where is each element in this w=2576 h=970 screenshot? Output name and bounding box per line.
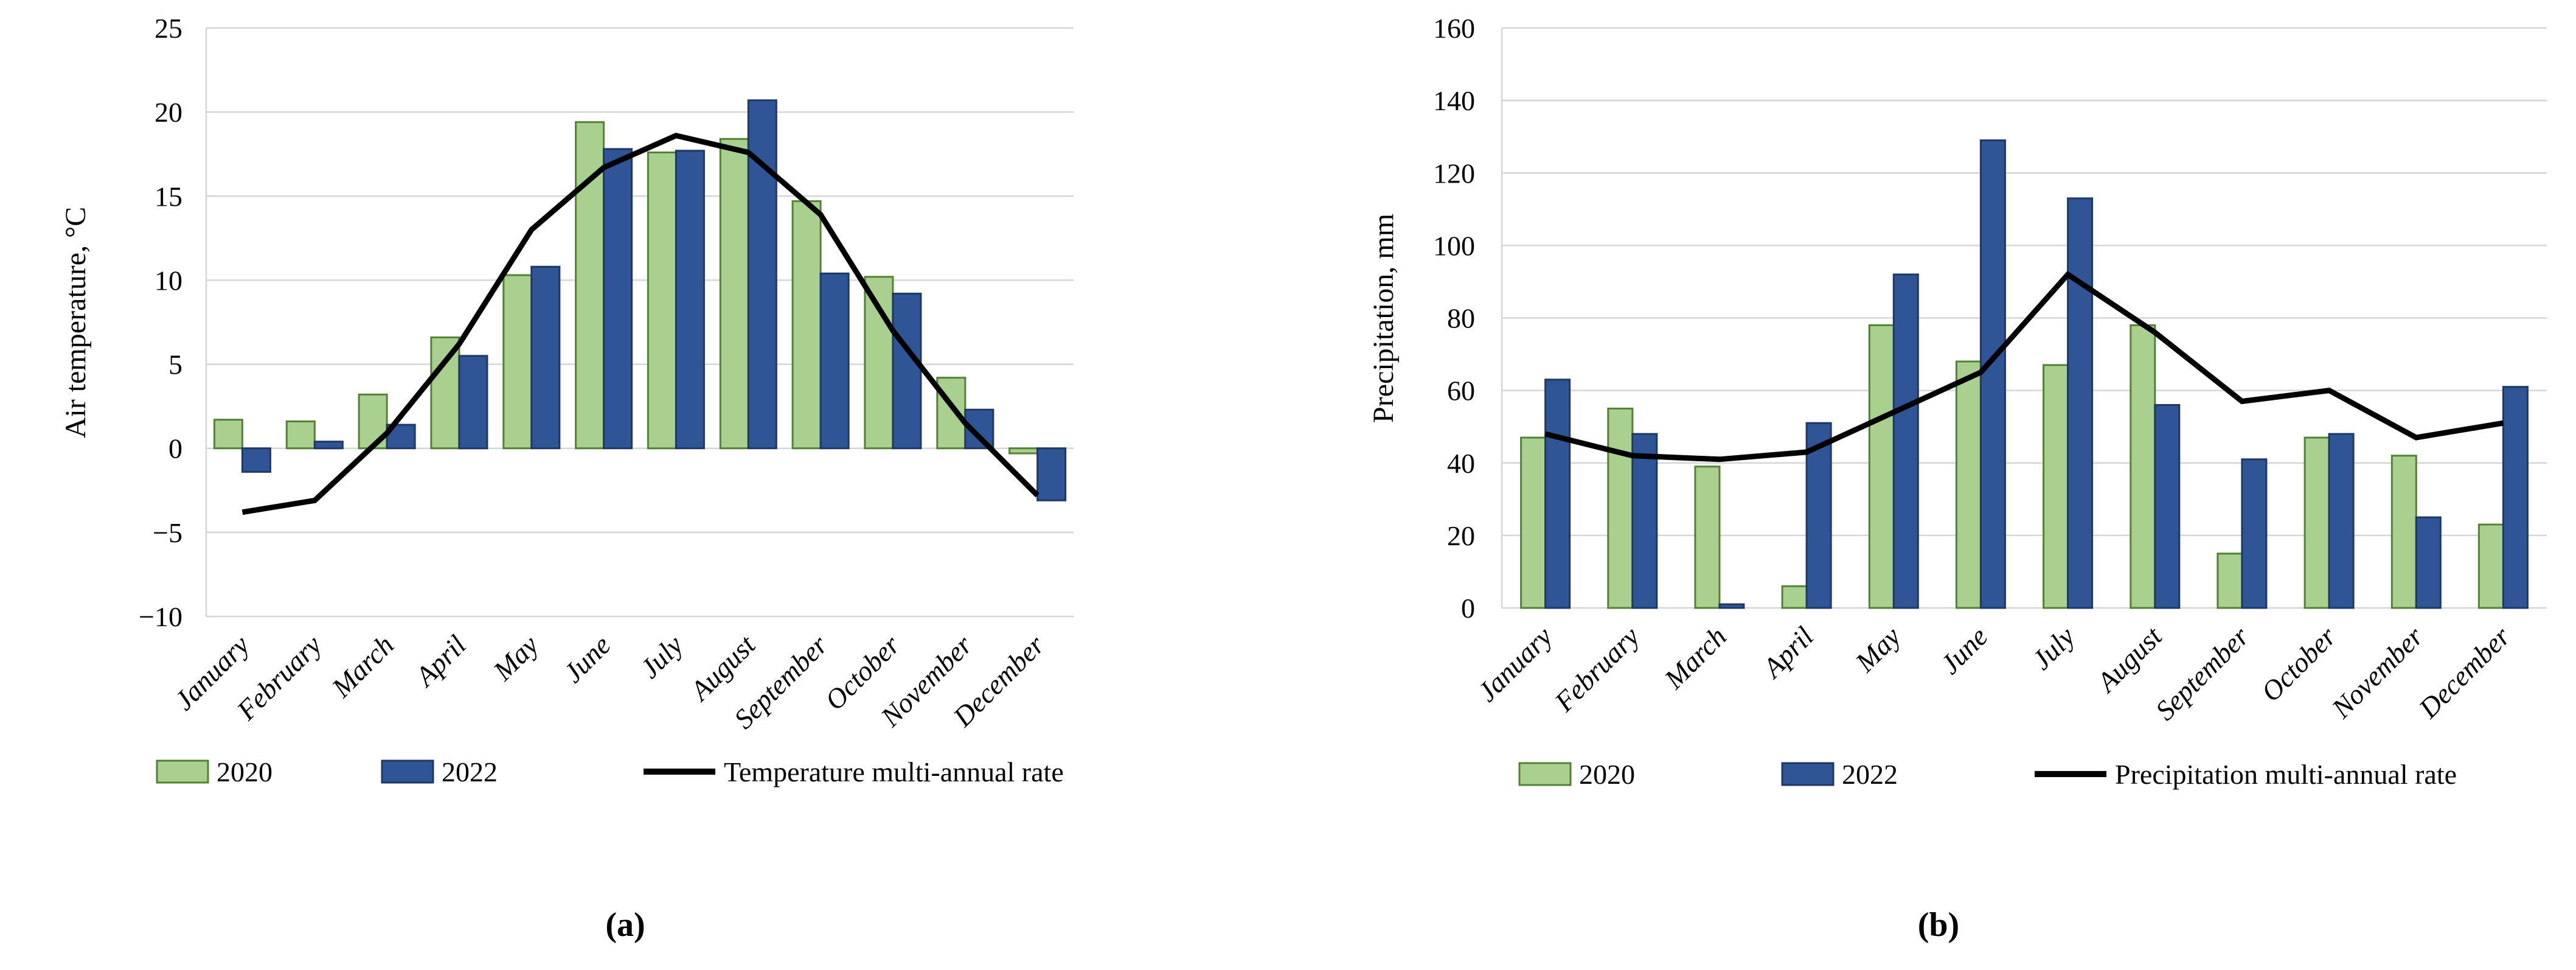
y-tick-label: 140 — [1433, 85, 1475, 116]
y-tick-label: 20 — [1447, 520, 1475, 551]
x-month-label: April — [408, 629, 472, 693]
x-month-label: February — [1548, 621, 1645, 718]
y-tick-label: 120 — [1433, 158, 1475, 189]
bar-2022-february — [313, 441, 344, 450]
bar-2022-july — [2067, 197, 2094, 609]
caption-a: (a) — [605, 906, 645, 944]
bar-2022-april — [458, 355, 488, 450]
x-month-label: June — [557, 629, 616, 688]
x-month-label: July — [634, 629, 689, 685]
bar-2022-march — [1718, 603, 1745, 609]
x-month-label: November — [2325, 620, 2429, 724]
x-month-label: May — [1849, 621, 1907, 679]
bar-2022-december — [2502, 386, 2529, 609]
y-tick-label: 160 — [1433, 13, 1475, 44]
trend-line — [1544, 271, 2504, 462]
y-axis-title: Air temperature, °C — [60, 207, 92, 438]
bar-2020-january — [1520, 436, 1547, 609]
bar-2022-october — [892, 293, 922, 450]
y-tick-label: 20 — [154, 97, 182, 128]
bar-2020-july — [647, 152, 677, 450]
legend-label: 2020 — [1579, 759, 1635, 790]
legend-label: 2022 — [1842, 759, 1898, 790]
bar-2020-may — [1868, 324, 1895, 609]
legend-swatch-2022 — [381, 759, 434, 784]
x-month-label: July — [2026, 621, 2081, 676]
precipitation-panel: 0 20 40 60 80 100 120 140 160 January February Marc… — [1288, 0, 2576, 970]
bar-2022-may — [530, 265, 561, 450]
bar-2020-june — [1955, 360, 1982, 609]
trend-line — [241, 133, 1040, 515]
bar-2020-march — [1694, 466, 1721, 609]
x-month-label: March — [325, 629, 400, 703]
legend-swatch-2022 — [1781, 762, 1835, 786]
legend-label: 2020 — [217, 756, 273, 787]
bar-2022-january — [1544, 379, 1571, 609]
bar-2020-january — [213, 419, 243, 450]
bar-2020-december — [1009, 447, 1039, 455]
bar-2020-february — [285, 420, 316, 450]
bar-2022-january — [241, 447, 271, 473]
bar-2020-september — [2217, 553, 2243, 609]
x-month-label: October — [2255, 620, 2342, 707]
bar-2020-april — [1781, 585, 1808, 609]
bar-2020-october — [864, 276, 894, 450]
bar-2022-may — [1892, 273, 1919, 609]
bar-2020-august — [719, 138, 749, 450]
y-tick-label: 10 — [154, 265, 182, 296]
y-tick-label: 0 — [1461, 593, 1475, 624]
bar-2020-february — [1607, 407, 1634, 609]
bar-2022-december — [1036, 447, 1067, 501]
bar-2022-june — [1979, 139, 2006, 609]
bar-2022-april — [1805, 422, 1832, 609]
bar-2022-november — [2415, 516, 2442, 609]
bar-2022-october — [2328, 433, 2355, 609]
bar-2020-april — [430, 336, 460, 450]
x-month-label: August — [2089, 620, 2168, 699]
y-tick-label: 15 — [154, 181, 182, 212]
bar-2020-september — [791, 200, 822, 450]
x-month-label: December — [2412, 620, 2516, 724]
bar-2022-june — [603, 148, 633, 450]
bar-2020-august — [2130, 324, 2156, 609]
x-month-label: June — [1934, 621, 1993, 680]
bar-2022-february — [1631, 433, 1658, 609]
y-tick-label: 5 — [168, 349, 182, 380]
bar-2022-august — [2154, 404, 2181, 609]
x-month-label: April — [1755, 621, 1819, 685]
legend-swatch-2020 — [1518, 762, 1572, 786]
y-tick-label: 0 — [168, 433, 182, 464]
x-month-label: September — [2150, 620, 2255, 726]
bar-2020-may — [502, 274, 533, 450]
y-axis-title: Precipitation, mm — [1367, 214, 1400, 423]
legend-label: Temperature multi-annual rate — [724, 756, 1064, 787]
y-tick-label: 60 — [1447, 375, 1475, 406]
bar-2022-september — [2241, 458, 2268, 609]
temperature-panel: −10 −5 0 5 10 15 20 25 January February March April… — [60, 13, 1074, 787]
x-month-label: January — [1471, 621, 1558, 708]
caption-b: (b) — [1917, 906, 1960, 944]
y-tick-label: 25 — [154, 13, 182, 44]
bar-2020-december — [2477, 523, 2504, 609]
y-tick-label: 80 — [1447, 303, 1475, 334]
y-tick-label: −10 — [139, 601, 182, 632]
y-tick-label: 40 — [1447, 448, 1475, 479]
legend-swatch-2020 — [156, 759, 209, 784]
bar-2020-november — [2390, 455, 2417, 609]
legend-label: Precipitation multi-annual rate — [2115, 759, 2457, 790]
bar-2020-october — [2303, 436, 2330, 609]
bar-2022-september — [819, 272, 850, 450]
legend-label: 2022 — [442, 756, 498, 787]
x-month-label: May — [487, 629, 544, 687]
bar-2020-july — [2043, 364, 2069, 609]
bar-2022-july — [675, 150, 705, 450]
y-tick-label: 100 — [1433, 230, 1475, 261]
x-month-label: March — [1658, 621, 1732, 695]
y-tick-label: −5 — [153, 517, 182, 548]
